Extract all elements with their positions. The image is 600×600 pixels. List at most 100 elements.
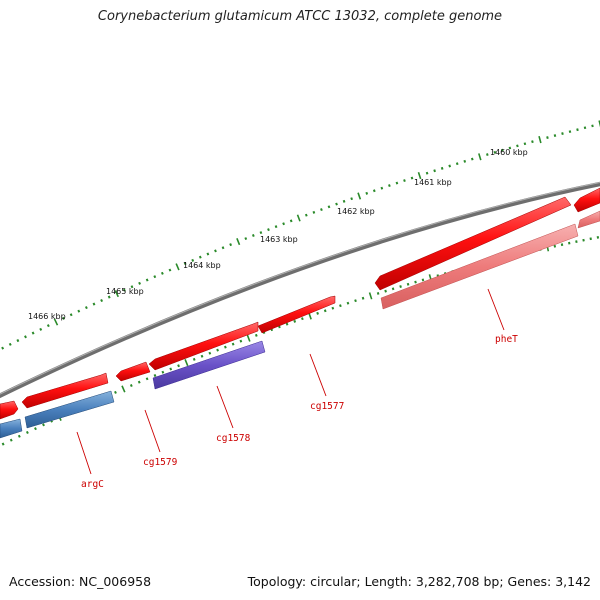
gene-feature[interactable] [380, 223, 579, 310]
gene-feature[interactable] [0, 400, 19, 420]
map-title: Corynebacterium glutamicum ATCC 13032, c… [97, 9, 503, 24]
scale-minor-tick [560, 243, 564, 247]
scale-minor-tick [410, 176, 414, 180]
scale-minor-tick [493, 150, 497, 154]
gene-feature[interactable] [21, 372, 109, 409]
forward-strand-features [0, 187, 600, 420]
scale-minor-tick [391, 287, 395, 291]
scale-minor-tick [42, 423, 45, 427]
scale-minor-tick [501, 148, 504, 152]
scale-minor-tick [440, 166, 444, 170]
scale-minor-tick [100, 299, 104, 303]
scale-minor-tick [84, 306, 88, 310]
scale-label: 1460 kbp [490, 148, 528, 157]
scale-minor-tick [192, 357, 196, 361]
scale-minor-tick [77, 309, 81, 313]
scale-minor-tick [384, 289, 387, 293]
scale-minor-tick [425, 171, 429, 175]
gene-label-leaders [76, 288, 505, 475]
scale-minor-tick [168, 268, 172, 272]
scale-minor-tick [406, 282, 410, 286]
scale-minor-tick [388, 184, 391, 188]
scale-minor-tick [114, 390, 117, 394]
scale-labels: 1460 kbp 1461 kbp 1462 kbp 1463 kbp 1464… [28, 148, 528, 321]
gene-feature[interactable] [148, 321, 259, 371]
scale-major-tick [114, 290, 119, 298]
scale-minor-tick [399, 285, 402, 288]
scale-major-tick [368, 292, 373, 300]
scale-minor-tick [1, 346, 5, 350]
gene-label-argc[interactable]: argC [81, 479, 104, 490]
scale-label: 1462 kbp [337, 207, 375, 216]
gene-feature[interactable] [257, 295, 336, 334]
scale-minor-tick [421, 278, 425, 282]
scale-major-tick [175, 263, 180, 271]
scale-major-tick [184, 359, 189, 367]
scale-minor-tick [25, 430, 29, 434]
scale-minor-tick [448, 164, 451, 168]
scale-minor-tick [342, 199, 346, 203]
scale-minor-tick [214, 249, 217, 253]
scale-major-tick [246, 334, 251, 342]
scale-minor-tick [31, 331, 35, 335]
scale-minor-tick [523, 142, 527, 146]
scale-minor-tick [69, 313, 73, 317]
scale-minor-tick [239, 339, 243, 343]
gene-label-cg1577[interactable]: cg1577 [310, 401, 344, 412]
gene-feature[interactable] [115, 361, 151, 382]
scale-minor-tick [561, 132, 564, 135]
scale-minor-tick [206, 252, 210, 256]
gene-feature[interactable] [577, 210, 600, 229]
scale-minor-tick [39, 327, 43, 331]
scale-minor-tick [567, 241, 571, 245]
scale-minor-tick [433, 169, 436, 173]
scale-major-tick [121, 385, 126, 393]
scale-minor-tick [339, 304, 342, 308]
scale-label: 1465 kbp [106, 287, 144, 296]
scale-major-tick [296, 214, 301, 222]
gene-feature[interactable] [573, 187, 600, 213]
scale-label: 1466 kbp [28, 312, 66, 321]
gene-feature[interactable] [152, 340, 266, 390]
scale-minor-tick [169, 367, 173, 371]
gene-feature[interactable] [0, 418, 23, 439]
scale-minor-tick [183, 262, 187, 266]
scale-minor-tick [274, 225, 278, 229]
scale-minor-tick [361, 296, 365, 300]
scale-minor-tick [372, 189, 376, 193]
scale-label: 1464 kbp [183, 261, 221, 270]
scale-minor-tick [145, 278, 149, 282]
gene-feature[interactable] [24, 390, 115, 429]
scale-minor-tick [350, 197, 353, 201]
scale-minor-tick [129, 384, 133, 388]
scale-minor-tick [293, 319, 297, 323]
scale-minor-tick [46, 324, 50, 328]
scale-minor-tick [198, 255, 202, 259]
scale-minor-tick [177, 364, 180, 368]
scale-label: 1461 kbp [414, 178, 452, 187]
scale-minor-tick [24, 335, 27, 339]
scale-major-tick [417, 172, 422, 180]
scale-minor-tick [122, 288, 126, 292]
scale-minor-tick [354, 299, 357, 303]
scale-minor-tick [92, 302, 96, 306]
genome-summary-text: Topology: circular; Length: 3,282,708 bp… [247, 574, 591, 589]
scale-minor-tick [231, 342, 235, 346]
gene-label-cg1578[interactable]: cg1578 [216, 433, 251, 444]
scale-minor-tick [137, 380, 141, 384]
scale-minor-tick [395, 181, 399, 185]
scale-minor-tick [327, 205, 331, 209]
scale-minor-tick [208, 351, 212, 355]
scale-minor-tick [331, 306, 335, 310]
scale-minor-tick [591, 124, 594, 128]
gene-feature[interactable] [374, 196, 572, 291]
scale-minor-tick [568, 130, 572, 134]
scale-minor-tick [546, 136, 549, 139]
scale-minor-tick [316, 311, 319, 315]
scale-minor-tick [531, 140, 534, 144]
scale-minor-tick [259, 231, 263, 235]
gene-label-cg1579[interactable]: cg1579 [143, 457, 178, 468]
scale-minor-tick [34, 427, 37, 431]
scale-minor-tick [153, 374, 157, 377]
gene-label-phet[interactable]: pheT [495, 334, 518, 345]
